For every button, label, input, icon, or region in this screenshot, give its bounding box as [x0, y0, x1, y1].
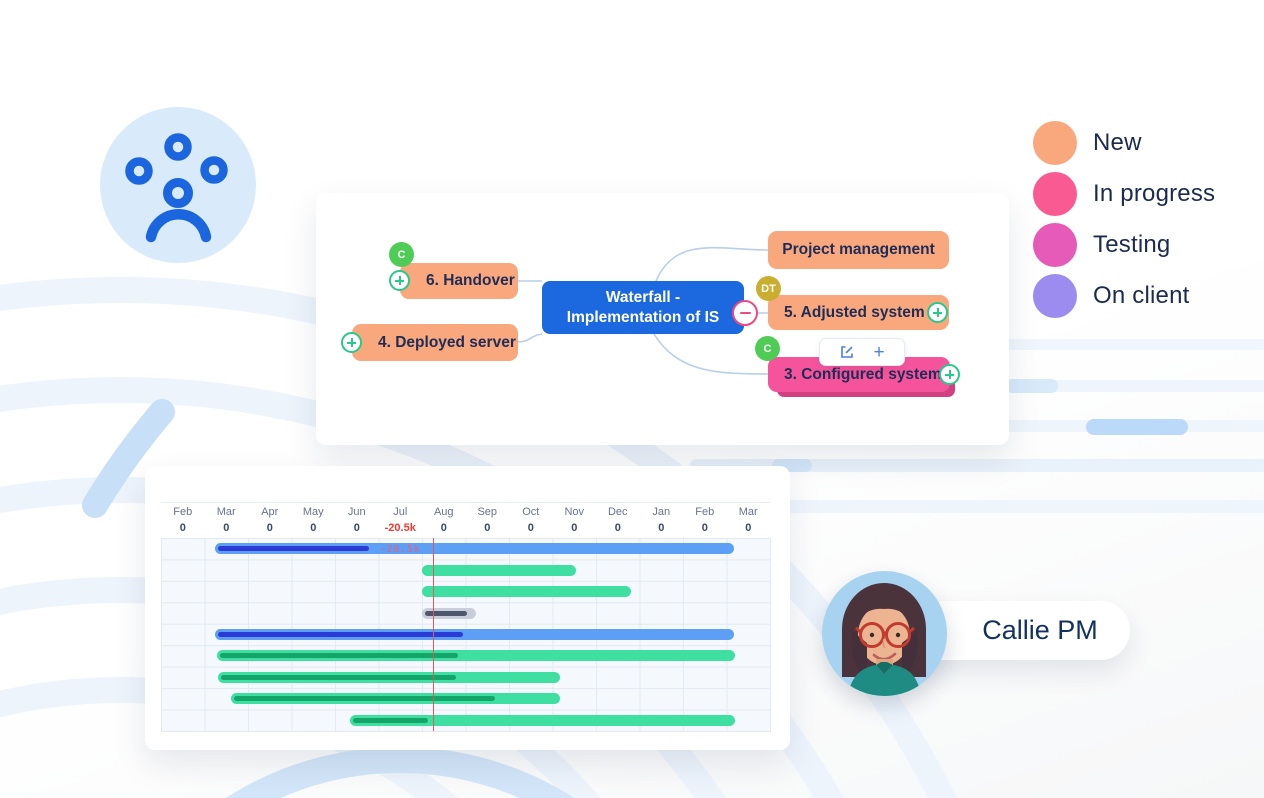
gantt-task-bar[interactable] [350, 714, 736, 726]
gantt-task-progress [233, 696, 496, 702]
gantt-month-value: 0 [658, 522, 665, 534]
gantt-month-label: May [302, 506, 324, 518]
gantt-task-bar[interactable] [217, 671, 561, 683]
gantt-task-progress [219, 653, 459, 659]
gantt-value-header: 0 0 0 0 0 -20.5k 0 0 0 0 0 0 0 0 [161, 522, 770, 538]
assignee-badge: C [389, 242, 414, 267]
legend-color-swatch [1033, 223, 1077, 267]
mindmap-node-adjusted-system[interactable]: 5. Adjusted system DT [756, 276, 949, 330]
gantt-month-label: Oct [522, 506, 540, 518]
gantt-task-bar[interactable] [422, 564, 577, 576]
background-pill [1086, 419, 1188, 435]
gantt-month-header: Feb Mar Apr May Jun Jul Aug Sep Oct Nov Dec Jan Feb M… [161, 502, 770, 523]
gantt-task-progress [220, 674, 456, 680]
gantt-month-value: -20.5k [384, 522, 416, 534]
background-pill [1005, 379, 1058, 393]
expand-plus-button[interactable] [927, 302, 948, 323]
gantt-month-label: Jun [347, 506, 366, 518]
node-action-toolbar: + [819, 338, 905, 366]
background-stripe [690, 500, 1264, 513]
mindmap-node-deployed-server[interactable]: 4. Deployed server [341, 324, 518, 361]
status-legend: New In progress Testing On client [1033, 121, 1215, 325]
gantt-month-value: 0 [223, 522, 230, 534]
gantt-month-value: 0 [484, 522, 491, 534]
add-node-icon[interactable]: + [873, 341, 885, 363]
assignee-badge: C [755, 336, 780, 361]
mindmap-card: 6. Handover C 4. Deployed server Waterfa… [316, 193, 1009, 445]
legend-item-label: Testing [1093, 231, 1171, 258]
node-label: 5. Adjusted system [784, 303, 925, 321]
gantt-task-bar[interactable] [216, 650, 736, 662]
people-dots-icon [125, 133, 228, 243]
gantt-month-label: Dec [607, 506, 628, 518]
gantt-month-value: 0 [745, 522, 752, 534]
gantt-chart-card: Feb Mar Apr May Jun Jul Aug Sep Oct Nov Dec Jan Feb M… [145, 466, 790, 750]
gantt-today-line [432, 538, 435, 731]
mindmap-node-handover[interactable]: 6. Handover C [389, 242, 518, 299]
gantt-month-label: Jan [652, 506, 671, 518]
gantt-month-label: Mar [216, 506, 236, 518]
gantt-month-label: Feb [173, 506, 193, 518]
gantt-month-value: 0 [701, 522, 708, 534]
legend-item-label: On client [1093, 282, 1190, 309]
expand-plus-button[interactable] [341, 332, 362, 353]
gantt-month-value: 0 [310, 522, 317, 534]
gantt-task-bar[interactable] [230, 693, 561, 705]
mindmap-node-central[interactable]: Waterfall - Implementation of IS [542, 281, 744, 334]
assignee-badge: DT [756, 276, 781, 301]
gantt-task-progress [425, 610, 467, 616]
gantt-month-value: 0 [527, 522, 534, 534]
gantt-month-value: 0 [353, 522, 360, 534]
avatar [822, 571, 947, 696]
gantt-task-bar[interactable] [422, 607, 477, 619]
gantt-month-label: Aug [433, 506, 454, 518]
gantt-task-progress [353, 717, 428, 723]
team-mindmap-icon [100, 107, 256, 263]
node-label: 4. Deployed server [378, 333, 516, 351]
legend-color-swatch [1033, 121, 1077, 165]
gantt-task-progress [218, 631, 463, 637]
gantt-month-value: 0 [266, 522, 273, 534]
background-stripe [690, 459, 1264, 472]
legend-item: On client [1033, 274, 1215, 318]
mindmap-connectors [517, 246, 769, 375]
gantt-bar-value-label: -20.5k [380, 543, 421, 555]
gantt-month-label: Nov [564, 506, 585, 518]
expand-plus-button[interactable] [939, 364, 960, 385]
legend-item: New [1033, 121, 1215, 165]
gantt-month-label: Mar [738, 506, 758, 518]
gantt-task-progress [218, 546, 369, 552]
node-label: Project management [782, 241, 935, 258]
legend-item-label: In progress [1093, 180, 1216, 207]
gantt-task-bar[interactable] [215, 543, 735, 555]
edit-icon[interactable] [839, 344, 855, 360]
gantt-month-value: 0 [614, 522, 621, 534]
collapse-minus-button[interactable] [732, 300, 758, 326]
gantt-month-label: Jul [393, 506, 408, 518]
gantt-month-label: Sep [477, 506, 498, 518]
gantt-month-value: 0 [179, 522, 186, 534]
node-label: 6. Handover [426, 272, 515, 289]
legend-color-swatch [1033, 274, 1077, 318]
node-label: 3. Configured system [784, 365, 942, 383]
gantt-month-value: 0 [571, 522, 578, 534]
central-label-line1: Waterfall - [605, 288, 681, 306]
avatar-portrait [822, 571, 947, 696]
legend-item: Testing [1033, 223, 1215, 267]
mindmap-node-configured-system[interactable]: 3. Configured system C [755, 336, 960, 392]
gantt-task-bar[interactable] [422, 586, 631, 598]
gantt-task-bar[interactable] [215, 628, 735, 640]
central-label-line2: Implementation of IS [566, 308, 720, 326]
legend-item-label: New [1093, 129, 1142, 156]
user-name: Callie PM [982, 615, 1098, 645]
gantt-grid: -20.5k [161, 538, 771, 732]
mindmap-node-project-management[interactable]: Project management [768, 231, 949, 269]
gantt-month-value: 0 [440, 522, 447, 534]
legend-color-swatch [1033, 172, 1077, 216]
gantt-month-label: Feb [695, 506, 715, 518]
expand-plus-button[interactable] [389, 270, 410, 291]
gantt-month-label: Apr [261, 506, 279, 518]
legend-item: In progress [1033, 172, 1215, 216]
